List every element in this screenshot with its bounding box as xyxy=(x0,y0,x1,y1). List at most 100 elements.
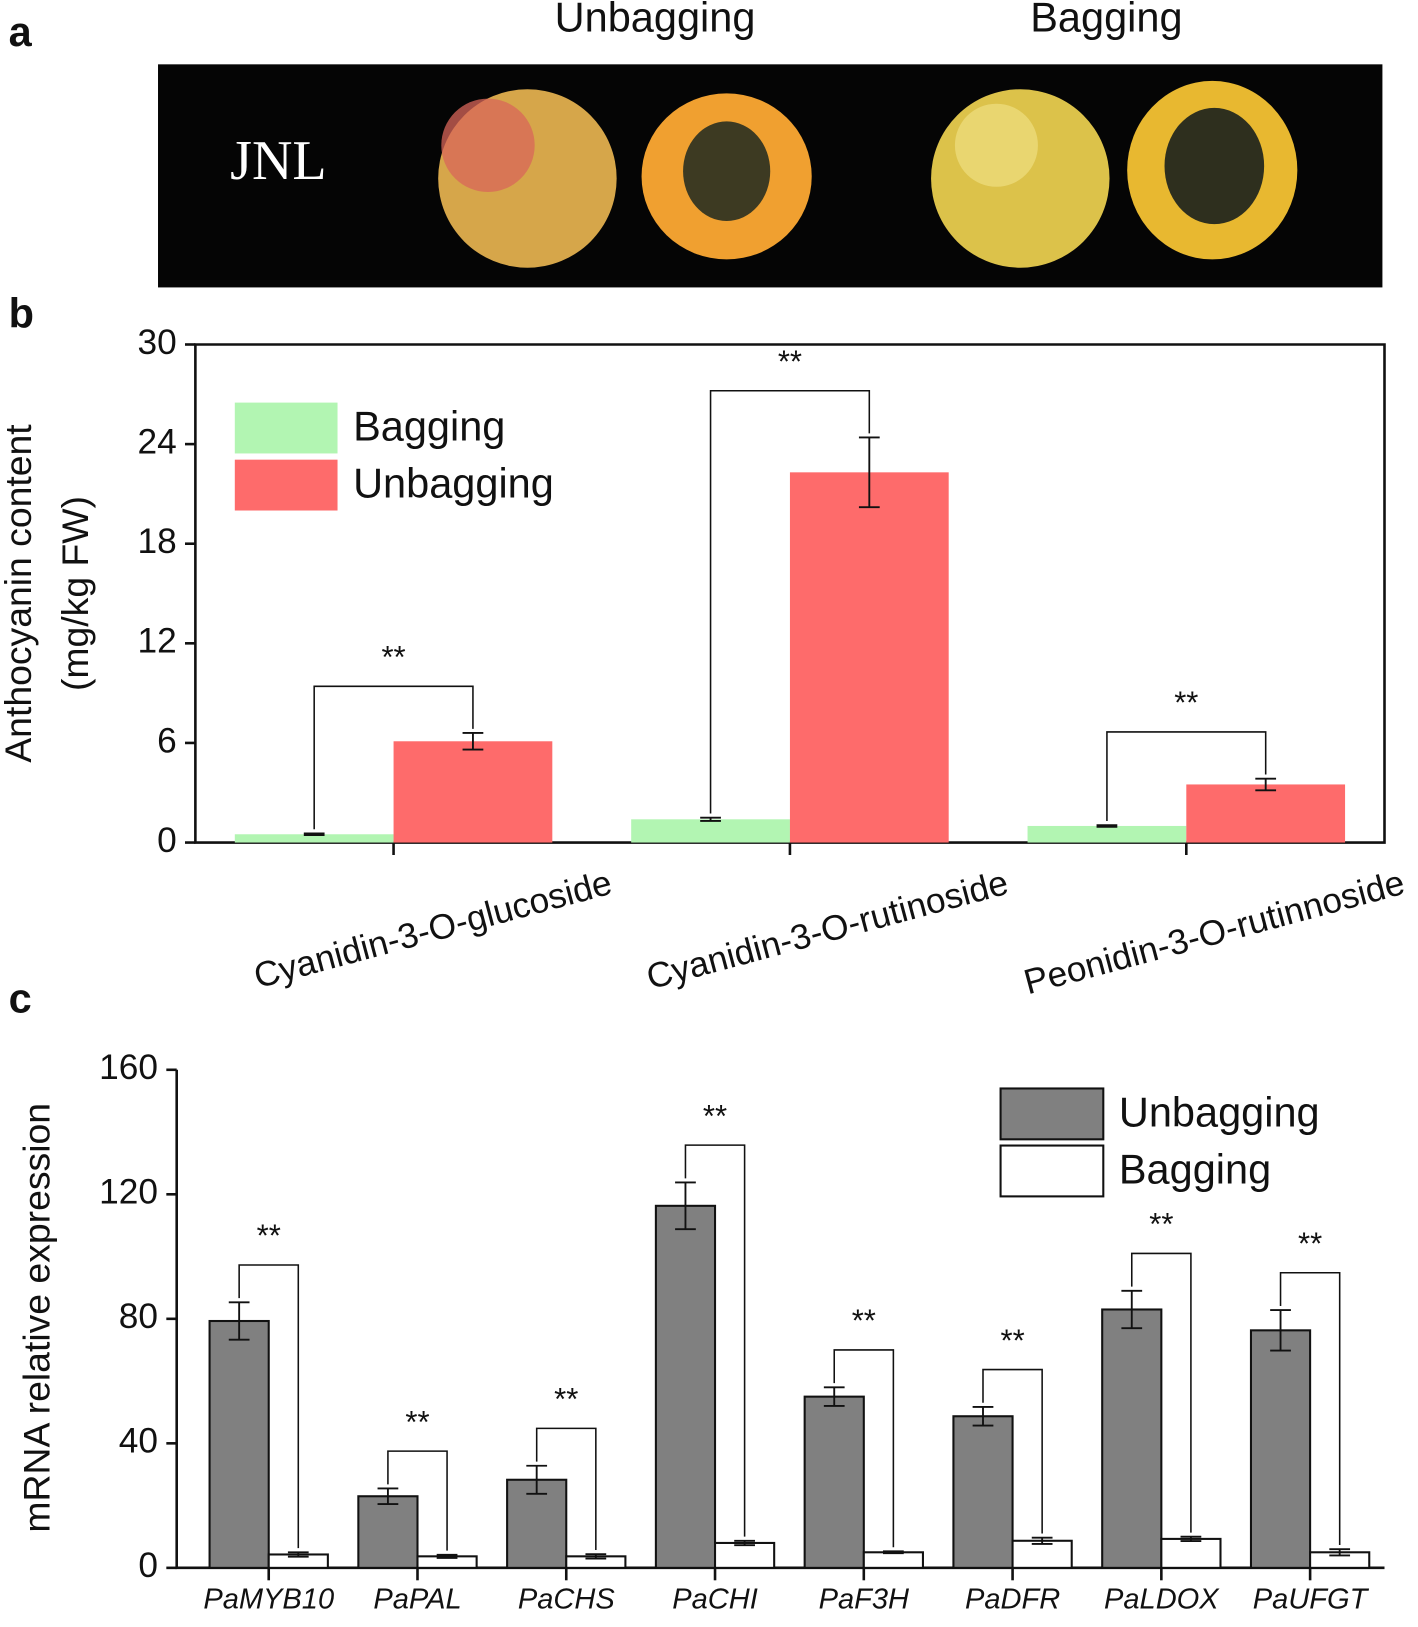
y-tick-label: 80 xyxy=(119,1297,158,1336)
significance-label: ** xyxy=(381,640,405,675)
bar xyxy=(1027,825,1187,843)
significance-label: ** xyxy=(852,1303,876,1338)
error-bar xyxy=(462,732,484,751)
x-tick-label: PaLDOX xyxy=(1104,1584,1220,1616)
significance-label: ** xyxy=(1000,1323,1024,1358)
significance-bracket xyxy=(982,1368,1043,1534)
significance-bracket xyxy=(833,1349,895,1548)
x-tick-label: PaMYB10 xyxy=(203,1584,334,1616)
error-bar xyxy=(1255,777,1277,792)
significance-bracket xyxy=(387,1450,448,1551)
legend-label: Bagging xyxy=(353,403,505,450)
photo-label: JNL xyxy=(230,130,326,192)
error-bar xyxy=(823,1386,845,1407)
y-axis-label: (mg/kg FW) xyxy=(54,496,96,691)
bar xyxy=(234,834,394,843)
error-bar xyxy=(1180,1535,1202,1543)
legend-swatch xyxy=(234,459,338,511)
significance-label: ** xyxy=(1149,1207,1173,1242)
y-tick-label: 18 xyxy=(137,522,176,561)
bar xyxy=(1011,1539,1073,1569)
error-bar xyxy=(700,816,721,822)
y-tick-label: 0 xyxy=(157,821,177,860)
y-tick-label: 40 xyxy=(119,1422,158,1461)
significance-bracket xyxy=(709,389,871,814)
y-tick-label: 6 xyxy=(157,721,177,760)
x-tick-label: PaUFGT xyxy=(1253,1584,1370,1616)
y-tick-label: 30 xyxy=(137,323,176,362)
significance-bracket xyxy=(313,685,474,830)
significance-label: ** xyxy=(1298,1226,1322,1261)
bar xyxy=(1249,1329,1312,1569)
panel-letter: c xyxy=(9,974,32,1021)
x-tick-label: PaCHI xyxy=(672,1584,758,1616)
axis-line xyxy=(194,343,1386,844)
y-axis-label: mRNA relative expression xyxy=(16,1103,58,1533)
error-bar xyxy=(303,832,325,837)
significance-bracket xyxy=(684,1144,746,1537)
x-tick-label: PaF3H xyxy=(819,1584,909,1616)
bar xyxy=(631,819,790,843)
legend-label: Unbagging xyxy=(353,460,554,507)
x-tick-label: Cyanidin-3-O-rutinoside xyxy=(642,863,1012,997)
error-bar xyxy=(1270,1309,1291,1352)
error-bar xyxy=(1031,1536,1053,1545)
y-tick-label: 0 xyxy=(138,1546,158,1585)
y-axis-label: Anthocyanin content xyxy=(0,424,39,763)
error-bar xyxy=(228,1301,250,1341)
significance-bracket xyxy=(535,1427,597,1551)
panel-letter: b xyxy=(9,289,34,336)
bar xyxy=(654,1204,717,1569)
significance-bracket xyxy=(1279,1271,1341,1546)
significance-label: ** xyxy=(1174,685,1198,720)
bar xyxy=(803,1395,865,1569)
significance-bracket xyxy=(1106,731,1267,821)
significance-bracket xyxy=(1130,1252,1192,1533)
bar xyxy=(952,1415,1014,1569)
legend-swatch xyxy=(999,1144,1105,1198)
legend-swatch xyxy=(999,1087,1105,1141)
bar xyxy=(789,472,949,843)
photo-title: Bagging xyxy=(1030,0,1182,41)
error-bar xyxy=(526,1464,548,1495)
photo: JNL xyxy=(158,64,1383,288)
y-tick-label: 12 xyxy=(137,622,176,661)
bar xyxy=(208,1319,270,1569)
error-bar xyxy=(585,1553,607,1560)
panel-letter: a xyxy=(9,8,33,55)
error-bar xyxy=(377,1487,399,1505)
legend-label: Unbagging xyxy=(1119,1088,1320,1135)
y-tick-label: 120 xyxy=(99,1173,158,1212)
error-bar xyxy=(972,1405,994,1427)
error-bar xyxy=(1121,1289,1143,1330)
bar xyxy=(713,1541,776,1569)
legend-swatch xyxy=(234,402,338,454)
y-tick-label: 24 xyxy=(137,422,176,461)
bar xyxy=(862,1551,924,1569)
x-tick-label: PaCHS xyxy=(518,1584,615,1616)
significance-label: ** xyxy=(257,1218,281,1253)
bar xyxy=(357,1495,419,1569)
error-bar xyxy=(858,436,880,509)
error-bar xyxy=(734,1539,755,1547)
error-bar xyxy=(1329,1548,1351,1557)
photo-title: Unbagging xyxy=(555,0,756,41)
significance-bracket xyxy=(238,1264,300,1549)
error-bar xyxy=(1096,824,1118,828)
legend-label: Bagging xyxy=(1119,1145,1271,1192)
error-bar xyxy=(882,1550,904,1555)
significance-label: ** xyxy=(405,1404,429,1439)
x-tick-label: Cyanidin-3-O-glucoside xyxy=(250,863,616,996)
x-tick-label: PaDFR xyxy=(965,1584,1060,1616)
significance-label: ** xyxy=(554,1382,578,1417)
bar xyxy=(1160,1537,1222,1569)
significance-label: ** xyxy=(778,344,802,379)
x-tick-label: PaPAL xyxy=(373,1584,461,1616)
error-bar xyxy=(675,1181,696,1231)
significance-label: ** xyxy=(703,1098,727,1133)
bar xyxy=(1101,1308,1163,1569)
bar xyxy=(1186,784,1346,843)
error-bar xyxy=(287,1551,309,1558)
